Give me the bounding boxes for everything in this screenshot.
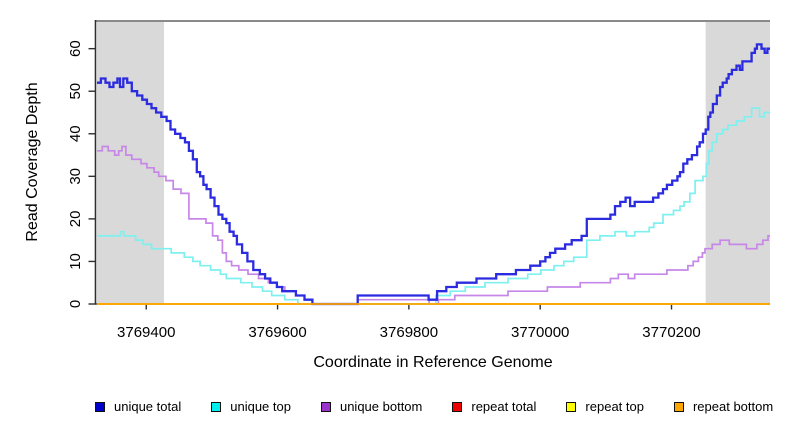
x-axis-title: Coordinate in Reference Genome bbox=[313, 354, 553, 371]
legend-label-unique-bottom: unique bottom bbox=[339, 399, 423, 414]
legend-item-unique-total: unique total bbox=[95, 399, 181, 414]
shaded-region bbox=[705, 21, 770, 304]
legend-swatch-unique-bottom bbox=[320, 401, 331, 412]
legend-swatch-repeat-bottom bbox=[673, 401, 684, 412]
series-unique-top bbox=[97, 107, 770, 305]
shaded-region bbox=[97, 21, 164, 304]
legend: unique total unique top unique bottom repea… bbox=[95, 399, 773, 414]
y-tick-label: 60 bbox=[67, 40, 84, 57]
x-tick-label: 3770000 bbox=[511, 324, 569, 341]
x-tick-label: 3769400 bbox=[117, 324, 175, 341]
legend-item-unique-top: unique top bbox=[211, 399, 291, 414]
x-tick-label: 3770200 bbox=[642, 324, 700, 341]
x-tick-label: 3769800 bbox=[380, 324, 438, 341]
legend-item-repeat-total: repeat total bbox=[452, 399, 536, 414]
y-tick-label: 50 bbox=[67, 83, 84, 100]
legend-label-repeat-bottom: repeat bottom bbox=[692, 399, 774, 414]
legend-item-repeat-bottom: repeat bottom bbox=[673, 399, 774, 414]
legend-label-repeat-total: repeat total bbox=[471, 399, 537, 414]
y-tick-label: 40 bbox=[67, 125, 84, 142]
y-axis-title: Read Coverage Depth bbox=[24, 82, 41, 242]
y-tick-label: 0 bbox=[67, 300, 84, 308]
x-tick-label: 3769600 bbox=[248, 324, 306, 341]
legend-swatch-repeat-top bbox=[566, 401, 577, 412]
y-tick-label: 30 bbox=[67, 168, 84, 185]
legend-label-unique-top: unique top bbox=[230, 399, 291, 414]
legend-swatch-repeat-total bbox=[452, 401, 463, 412]
legend-item-repeat-top: repeat top bbox=[566, 399, 644, 414]
y-tick-label: 10 bbox=[67, 253, 84, 270]
legend-label-unique-total: unique total bbox=[114, 399, 182, 414]
legend-swatch-unique-top bbox=[211, 401, 222, 412]
series-unique-total bbox=[97, 43, 770, 306]
legend-swatch-unique-total bbox=[95, 401, 105, 412]
legend-item-unique-bottom: unique bottom bbox=[320, 399, 423, 414]
y-tick-label: 20 bbox=[67, 211, 84, 228]
legend-label-repeat-top: repeat top bbox=[585, 399, 644, 414]
